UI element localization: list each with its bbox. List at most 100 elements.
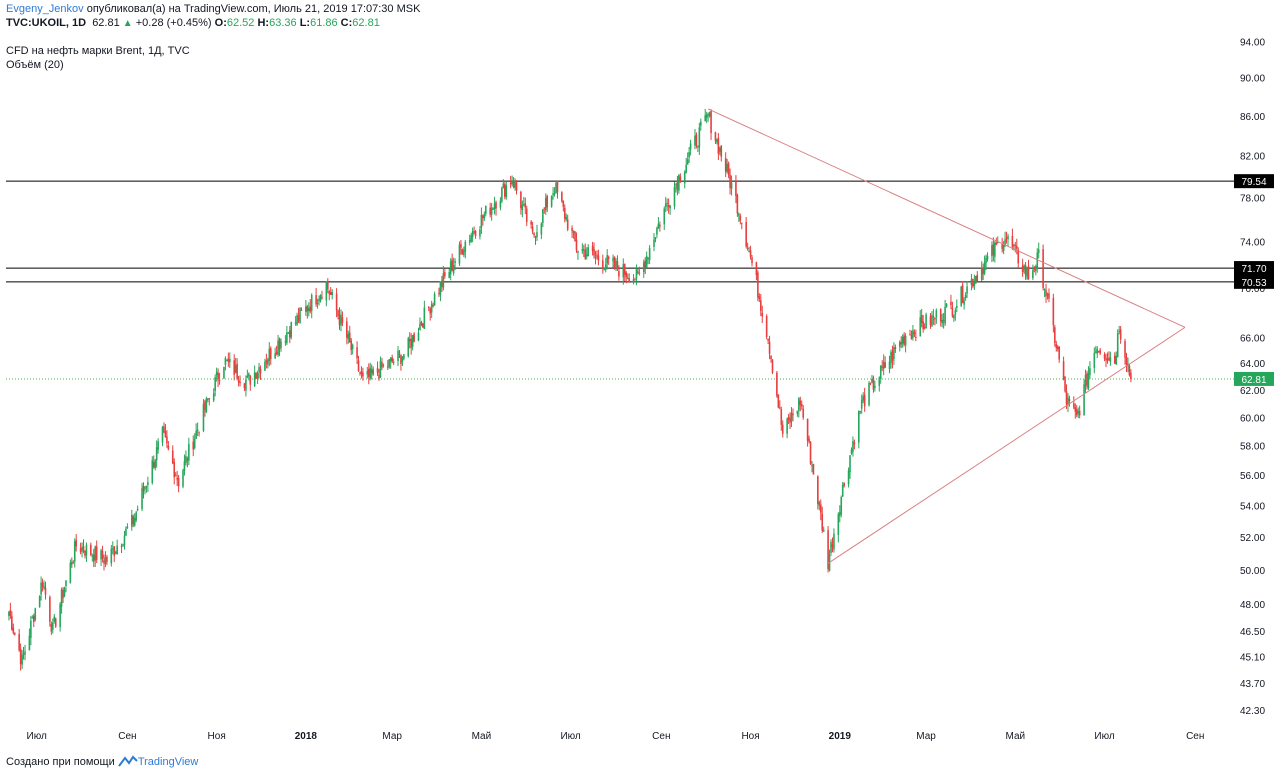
candle xyxy=(69,559,72,584)
candle-body xyxy=(708,112,711,117)
candle-body xyxy=(657,223,660,229)
candle xyxy=(71,557,73,568)
candle-body xyxy=(1124,340,1126,358)
candle-body xyxy=(912,330,914,338)
candle xyxy=(853,439,856,450)
candle-body xyxy=(904,335,907,346)
candle-body xyxy=(707,114,709,116)
candle-body xyxy=(417,332,420,341)
candle-body xyxy=(338,314,341,326)
candle xyxy=(79,542,82,555)
candle xyxy=(748,246,750,253)
candle xyxy=(543,207,546,214)
candle-body xyxy=(800,404,803,407)
candle-body xyxy=(161,427,164,443)
level-label-box xyxy=(1234,261,1274,276)
candle xyxy=(695,132,698,149)
candle-body xyxy=(648,247,651,261)
candle-body xyxy=(604,264,607,270)
symbol-info: TVC:UKOIL, 1D 62.81 ▲ +0.28 (+0.45%) O:6… xyxy=(6,17,380,29)
candle xyxy=(196,422,199,436)
candle xyxy=(847,467,850,488)
candle-body xyxy=(575,239,578,251)
candle xyxy=(1056,345,1059,352)
candle-body xyxy=(454,261,456,263)
candle-body xyxy=(398,352,401,354)
candle-body xyxy=(22,653,25,655)
candle xyxy=(198,431,200,437)
candle-body xyxy=(427,307,430,309)
candle xyxy=(103,554,105,571)
candle xyxy=(792,408,794,422)
candle-body xyxy=(710,110,712,134)
candle-body xyxy=(1033,269,1036,271)
x-tick-label: Май xyxy=(1006,731,1026,742)
candle xyxy=(863,387,866,412)
candle-body xyxy=(862,396,864,401)
x-tick-label: 2019 xyxy=(829,731,852,742)
y-tick-label: 60.00 xyxy=(1240,413,1265,424)
candle xyxy=(591,241,594,256)
candle xyxy=(1099,348,1101,356)
footer-text: Создано при помощи xyxy=(6,756,115,768)
candle xyxy=(781,420,784,438)
candle xyxy=(647,257,649,265)
candle xyxy=(932,309,935,325)
candle xyxy=(685,157,687,174)
candle-body xyxy=(1024,265,1027,275)
candle xyxy=(809,441,812,465)
candle-body xyxy=(524,203,527,208)
candle xyxy=(635,264,638,286)
candle-body xyxy=(300,309,303,311)
candle-body xyxy=(556,180,559,193)
candle xyxy=(278,337,281,357)
candle xyxy=(1068,395,1071,407)
author-link[interactable]: Evgeny_Jenkov xyxy=(6,3,84,15)
candle-body xyxy=(571,227,573,232)
candle-body xyxy=(360,371,363,374)
candle xyxy=(474,230,477,239)
candle-body xyxy=(489,207,491,215)
candle xyxy=(193,433,196,450)
candle xyxy=(996,236,999,244)
candle xyxy=(745,217,747,249)
candle-body xyxy=(869,382,872,384)
footer-brand-link[interactable]: TradingView xyxy=(137,756,199,768)
candle-body xyxy=(319,295,322,302)
candle xyxy=(91,553,94,562)
candle-body xyxy=(286,332,288,344)
candle xyxy=(155,440,158,468)
candle xyxy=(817,475,819,510)
level-label: 79.54 xyxy=(1241,177,1266,188)
y-tick-label: 46.50 xyxy=(1240,627,1265,638)
candle xyxy=(490,203,493,221)
candle-body xyxy=(1054,327,1056,343)
candle xyxy=(1046,292,1049,300)
candle-body xyxy=(552,193,554,196)
candle-body xyxy=(683,172,686,184)
symbol-label[interactable]: TVC:UKOIL, 1D xyxy=(6,17,87,29)
candle-body xyxy=(403,354,405,359)
candle-body xyxy=(362,372,364,377)
candle xyxy=(1097,350,1100,353)
candle-body xyxy=(340,314,342,326)
candle xyxy=(84,550,86,559)
candle xyxy=(860,394,863,414)
candle-body xyxy=(461,248,464,255)
indicator-label[interactable]: Объём (20) xyxy=(6,59,64,71)
candle xyxy=(587,244,589,257)
candle-body xyxy=(634,279,636,281)
candle-body xyxy=(53,616,56,622)
close-value: 62.81 xyxy=(352,17,380,29)
price-change: +0.28 (+0.45%) xyxy=(135,17,212,29)
candle-body xyxy=(841,485,844,497)
candle-body xyxy=(91,555,94,557)
candle-body xyxy=(716,139,718,143)
candle-body xyxy=(69,562,72,583)
candle xyxy=(340,309,342,332)
candle-body xyxy=(1005,237,1008,239)
candle xyxy=(351,343,354,355)
candle-body xyxy=(520,191,522,209)
candle-body xyxy=(379,360,382,378)
